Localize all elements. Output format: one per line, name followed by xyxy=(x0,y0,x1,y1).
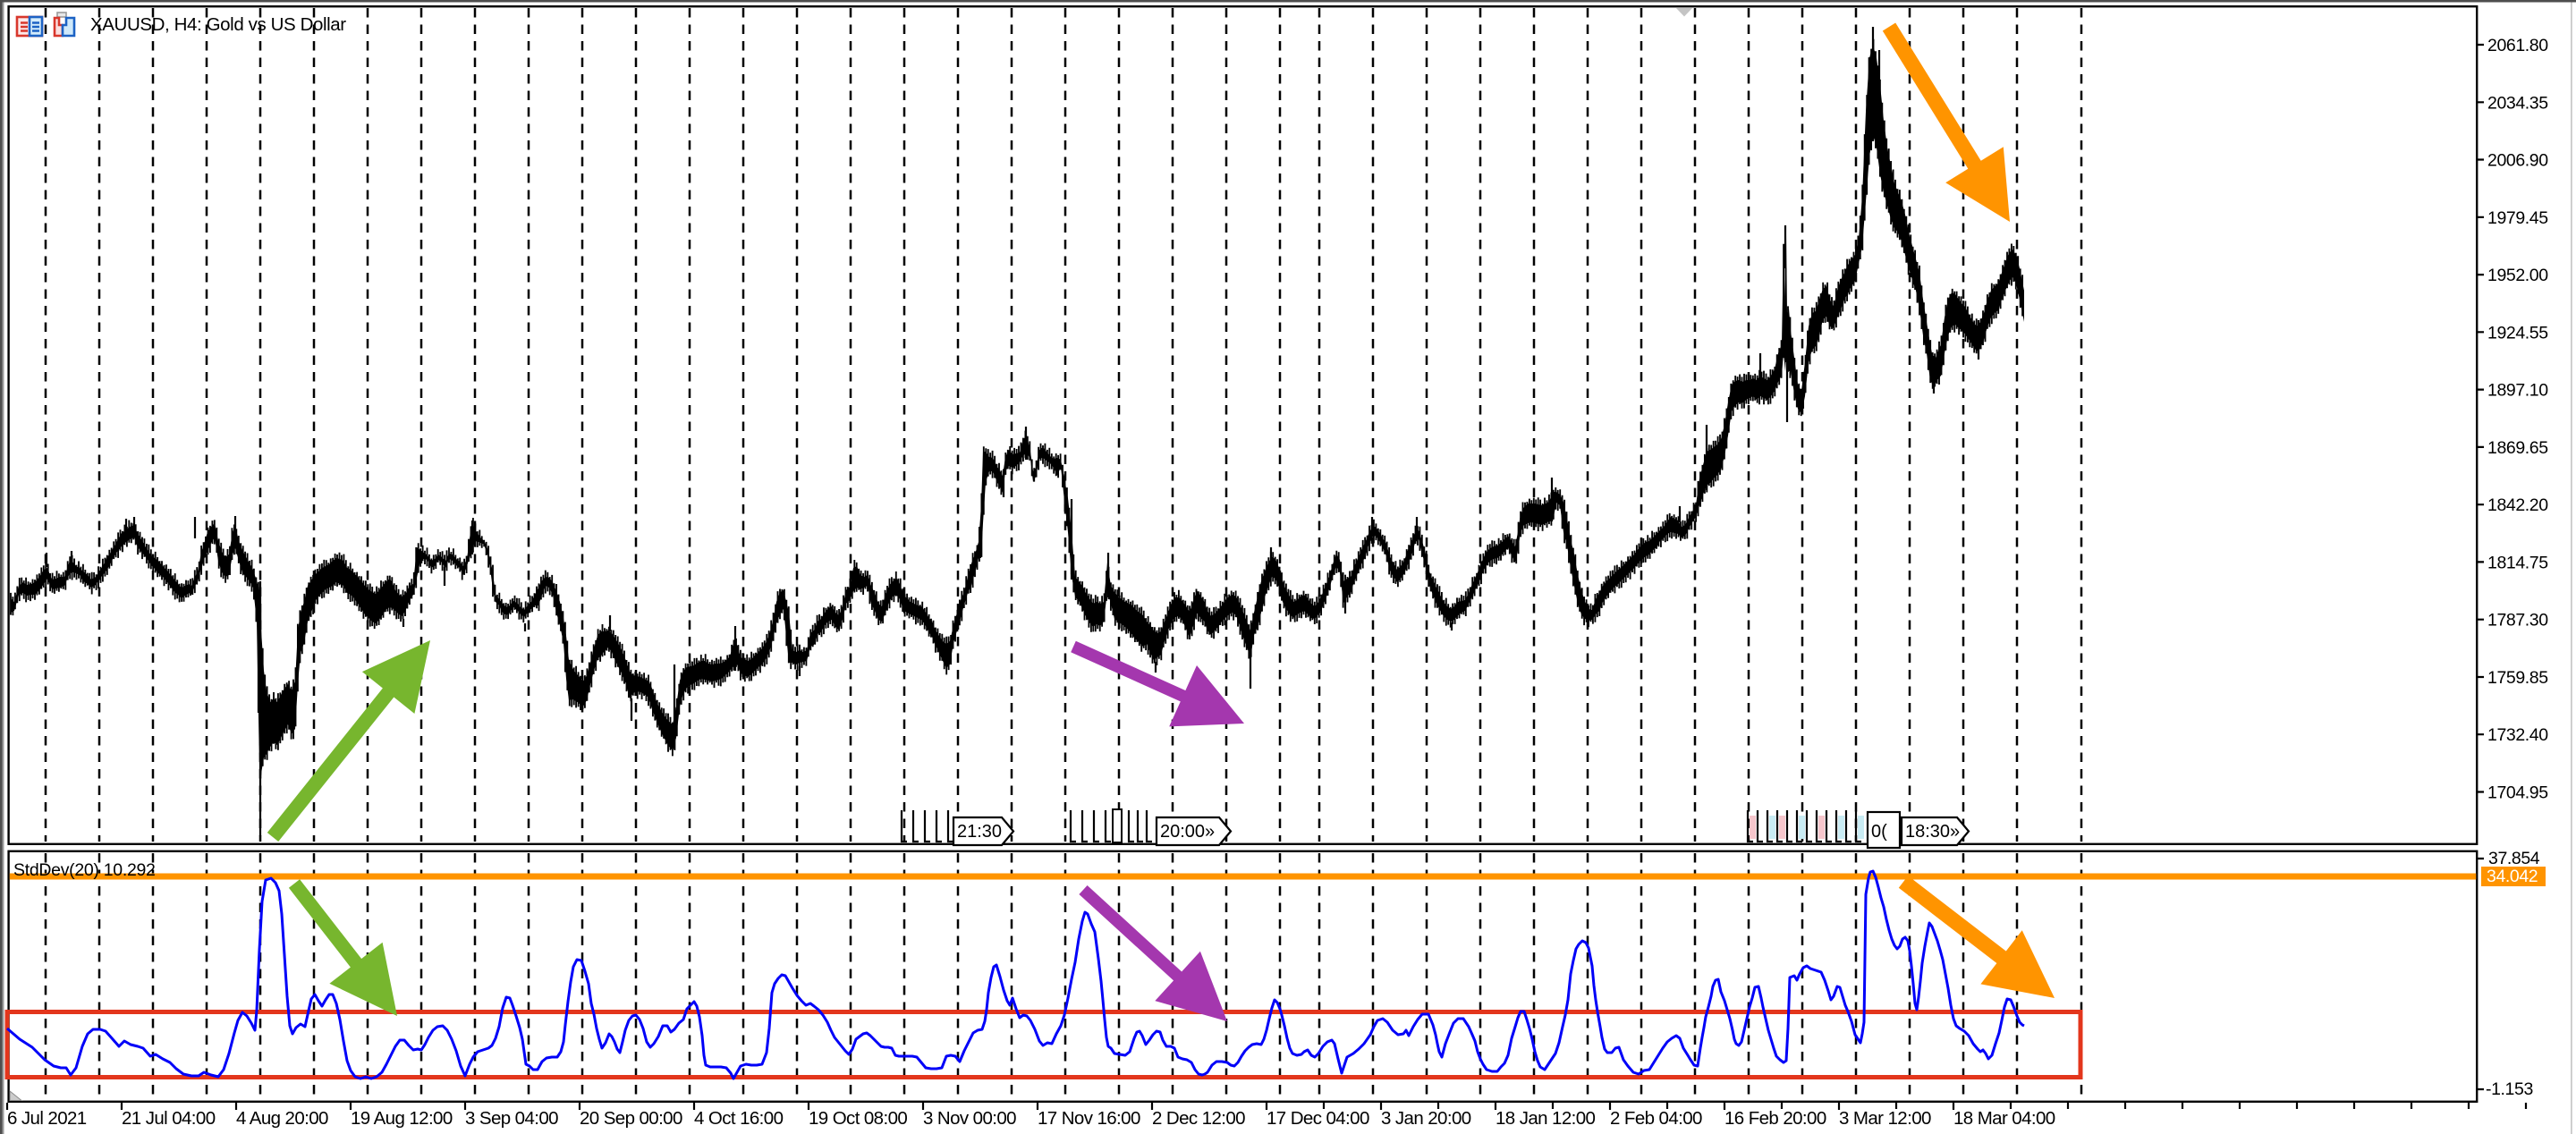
svg-text:21:30: 21:30 xyxy=(957,822,1002,842)
svg-text:StdDev(20) 10.292: StdDev(20) 10.292 xyxy=(13,860,156,880)
svg-text:1869.65: 1869.65 xyxy=(2487,438,2548,458)
svg-text:18 Jan 12:00: 18 Jan 12:00 xyxy=(1496,1108,1596,1129)
svg-text:6 Jul 2021: 6 Jul 2021 xyxy=(7,1108,87,1129)
svg-text:34.042: 34.042 xyxy=(2487,867,2538,886)
svg-text:0(: 0( xyxy=(1871,822,1887,842)
svg-text:20:00»: 20:00» xyxy=(1160,822,1215,842)
svg-text:17 Nov 16:00: 17 Nov 16:00 xyxy=(1038,1108,1140,1129)
svg-text:1924.55: 1924.55 xyxy=(2487,323,2548,343)
svg-text:2006.90: 2006.90 xyxy=(2487,151,2548,171)
svg-text:3 Jan 20:00: 3 Jan 20:00 xyxy=(1381,1108,1471,1129)
svg-text:2 Feb 04:00: 2 Feb 04:00 xyxy=(1610,1108,1702,1129)
svg-text:18 Mar 04:00: 18 Mar 04:00 xyxy=(1953,1108,2055,1129)
svg-text:2034.35: 2034.35 xyxy=(2487,93,2548,113)
svg-text:21 Jul 04:00: 21 Jul 04:00 xyxy=(122,1108,216,1129)
svg-text:1979.45: 1979.45 xyxy=(2487,208,2548,228)
svg-text:19 Oct 08:00: 19 Oct 08:00 xyxy=(809,1108,907,1129)
svg-text:3 Sep 04:00: 3 Sep 04:00 xyxy=(465,1108,558,1129)
svg-text:4 Oct 16:00: 4 Oct 16:00 xyxy=(694,1108,784,1129)
svg-text:1842.20: 1842.20 xyxy=(2487,495,2548,515)
svg-text:1952.00: 1952.00 xyxy=(2487,266,2548,285)
svg-text:37.854: 37.854 xyxy=(2488,849,2540,868)
svg-text:1897.10: 1897.10 xyxy=(2487,381,2548,401)
svg-text:17 Dec 04:00: 17 Dec 04:00 xyxy=(1267,1108,1369,1129)
svg-text:16 Feb 20:00: 16 Feb 20:00 xyxy=(1724,1108,1826,1129)
svg-text:1814.75: 1814.75 xyxy=(2487,553,2548,572)
svg-text:4 Aug 20:00: 4 Aug 20:00 xyxy=(236,1108,328,1129)
svg-text:3 Mar 12:00: 3 Mar 12:00 xyxy=(1839,1108,1931,1129)
svg-text:1759.85: 1759.85 xyxy=(2487,668,2548,688)
svg-text:2061.80: 2061.80 xyxy=(2487,36,2548,55)
svg-text:1787.30: 1787.30 xyxy=(2487,611,2548,630)
svg-text:-1.153: -1.153 xyxy=(2486,1079,2533,1099)
svg-text:XAUUSD, H4: Gold vs US Dollar: XAUUSD, H4: Gold vs US Dollar xyxy=(90,14,346,35)
svg-text:2 Dec 12:00: 2 Dec 12:00 xyxy=(1152,1108,1245,1129)
svg-text:18:30»: 18:30» xyxy=(1905,822,1960,842)
svg-text:3 Nov 00:00: 3 Nov 00:00 xyxy=(923,1108,1016,1129)
svg-text:1732.40: 1732.40 xyxy=(2487,725,2548,745)
svg-text:20 Sep 00:00: 20 Sep 00:00 xyxy=(580,1108,682,1129)
svg-text:19 Aug 12:00: 19 Aug 12:00 xyxy=(351,1108,453,1129)
svg-text:1704.95: 1704.95 xyxy=(2487,783,2548,803)
